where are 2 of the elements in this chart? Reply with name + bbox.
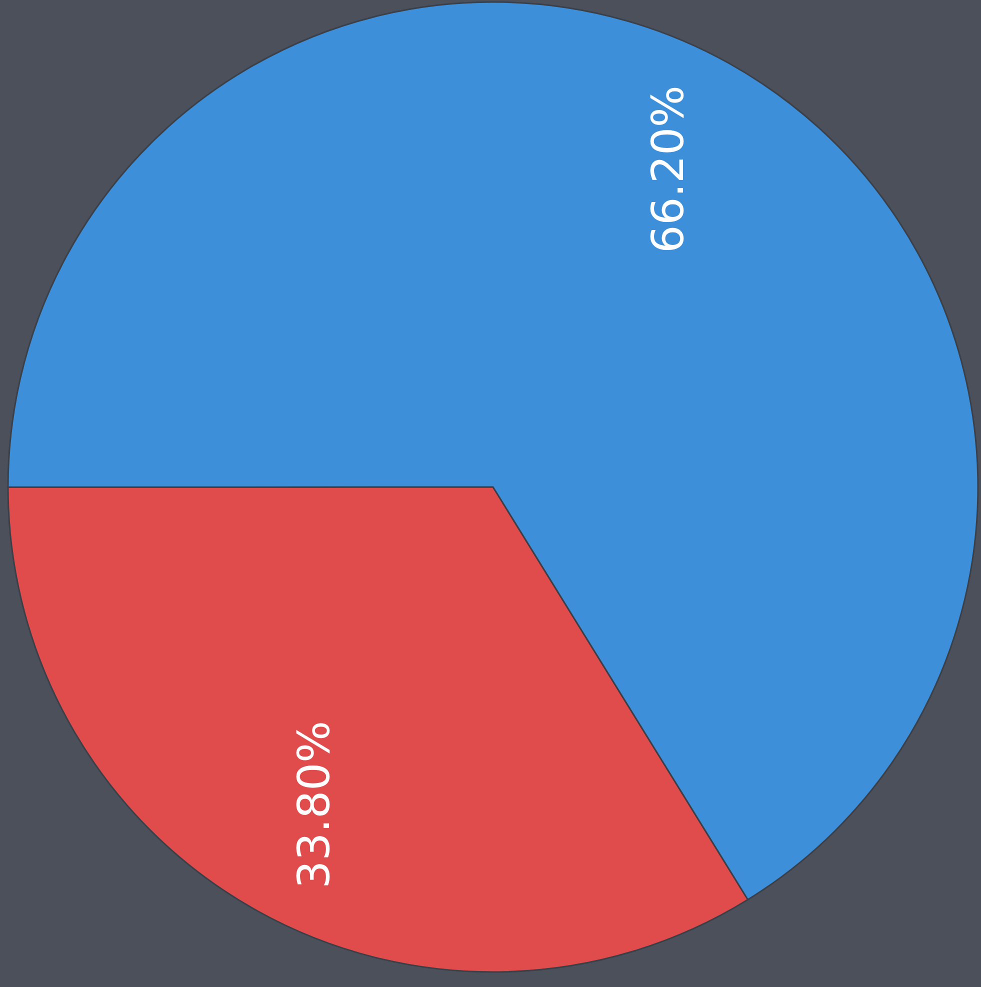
data-label: 33.80% <box>288 720 340 889</box>
data-label: 66.20% <box>643 85 694 254</box>
